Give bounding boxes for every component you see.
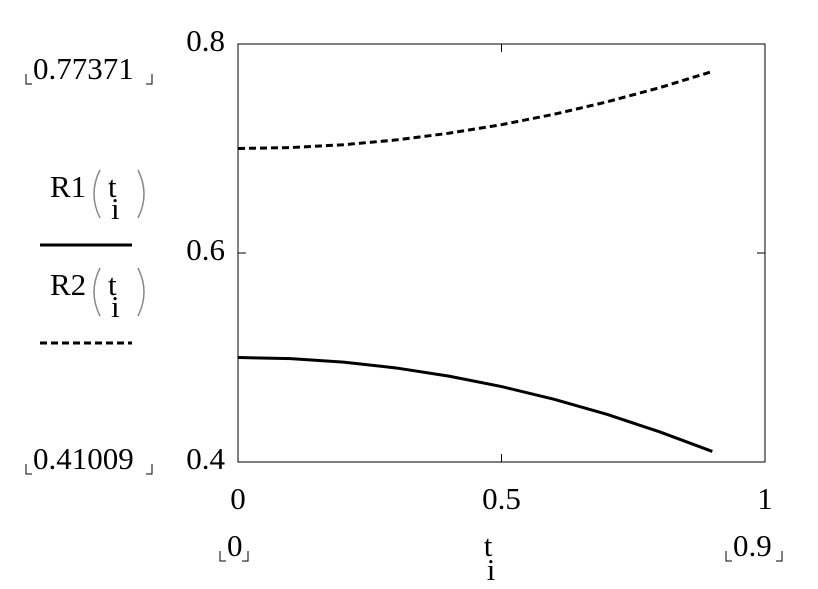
legend-arg-sub: i [111, 289, 120, 324]
paren [137, 267, 145, 317]
x-tick-label: 0.5 [482, 481, 521, 516]
bracket [776, 551, 783, 562]
bracket [242, 551, 249, 562]
legend-arg-sub: i [111, 191, 120, 226]
series-line [237, 356, 713, 453]
legend-arg: t [108, 267, 117, 302]
y-tick-label: 0.8 [186, 23, 225, 58]
bracket [219, 551, 226, 562]
y-min-marker: 0.41009 [33, 441, 134, 476]
x-max-marker: 0.9 [733, 528, 772, 563]
legend-label: R2 [50, 267, 86, 302]
paren [93, 267, 101, 317]
y-tick-label: 0.4 [186, 441, 225, 476]
bracket [146, 74, 153, 85]
legend-label: R1 [50, 169, 86, 204]
bracket [25, 74, 32, 85]
x-axis-label: t [484, 528, 493, 563]
y-tick-label: 0.6 [186, 232, 225, 267]
x-min-marker: 0 [227, 528, 243, 563]
series-line [237, 70, 713, 150]
legend-arg: t [108, 169, 117, 204]
paren [137, 169, 145, 219]
bracket [146, 464, 153, 475]
paren [93, 169, 101, 219]
bracket [25, 464, 32, 475]
x-tick-label: 0 [230, 481, 246, 516]
x-axis-label-sub: i [487, 552, 496, 587]
y-max-marker: 0.77371 [33, 51, 134, 86]
x-tick-label: 1 [757, 481, 773, 516]
bracket [725, 551, 732, 562]
plot-frame [237, 43, 766, 463]
